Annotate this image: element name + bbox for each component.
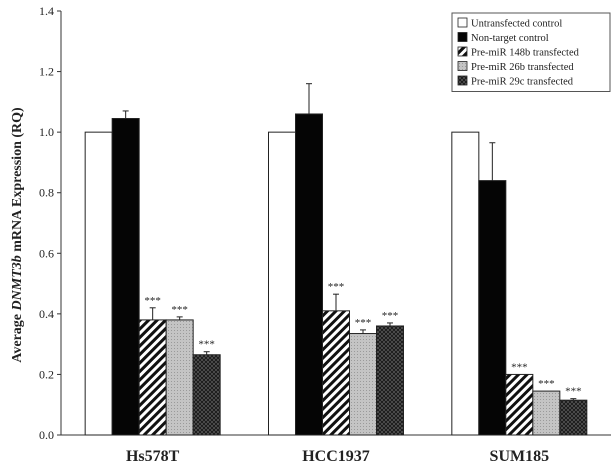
legend-label: Pre-miR 148b transfected (471, 48, 580, 59)
y-tick-label: 0.0 (39, 428, 54, 442)
bar (505, 373, 534, 436)
significance-label: *** (198, 339, 215, 351)
legend-swatch (457, 46, 468, 57)
legend-swatch (457, 61, 468, 71)
legend-box (451, 12, 611, 92)
bar (376, 325, 404, 436)
significance-label: *** (565, 386, 582, 398)
bar (295, 113, 323, 436)
bar (84, 131, 113, 436)
y-axis-label-part-1: Average (10, 310, 25, 362)
bar (451, 131, 480, 436)
significance-label: *** (171, 304, 188, 316)
y-axis-label: Average DNMT3b mRNA Expression (RQ) (10, 107, 25, 363)
bar (532, 390, 561, 436)
category-label: Hs578T (126, 448, 180, 465)
y-tick-label: 1.0 (39, 125, 54, 139)
legend-swatch (457, 17, 468, 28)
significance-label: *** (328, 281, 345, 293)
svg-text:Average DNMT3b mRNA Expression: Average DNMT3b mRNA Expression (RQ) (10, 107, 25, 363)
y-tick-label: 1.4 (39, 4, 54, 18)
legend-label: Pre-miR 29c transfected (471, 77, 574, 88)
significance-label: *** (382, 310, 399, 322)
significance-label: *** (538, 378, 555, 390)
bar (559, 399, 588, 436)
y-axis-ticks: 0.0 0.2 0.4 0.6 0.8 1.0 1.2 1.4 (39, 4, 61, 442)
y-tick-label: 0.8 (39, 186, 54, 200)
y-tick-label: 0.2 (39, 367, 54, 381)
bar (268, 131, 296, 436)
bar (111, 118, 140, 436)
bar (192, 354, 221, 436)
bar (165, 319, 194, 436)
significance-label: *** (144, 295, 161, 307)
significance-label: *** (511, 361, 528, 373)
y-tick-label: 0.6 (39, 246, 54, 260)
bar (322, 310, 350, 436)
legend-swatch (457, 75, 468, 86)
legend-label: Pre-miR 26b transfected (471, 62, 574, 73)
y-axis-label-part-2: DNMT3b (10, 255, 25, 311)
category-label: HCC1937 (302, 448, 370, 465)
y-tick-label: 0.4 (39, 307, 54, 321)
bar (138, 319, 167, 436)
bar (478, 180, 507, 436)
legend-label: Non-target control (471, 33, 549, 44)
legend-swatch (457, 32, 468, 42)
legend-label: Untransfected control (471, 19, 562, 30)
category-label: SUM185 (490, 448, 550, 465)
category-labels: Hs578T HCC1937 SUM185 (126, 448, 549, 465)
bars: *** *** *** *** *** *** *** *** *** (84, 83, 588, 436)
significance-label: *** (355, 317, 372, 329)
y-tick-label: 1.2 (39, 65, 54, 79)
y-axis-label-part-3: mRNA Expression (RQ) (10, 107, 25, 255)
legend: Untransfected control Non-target control P… (451, 12, 611, 92)
bar (349, 333, 377, 436)
